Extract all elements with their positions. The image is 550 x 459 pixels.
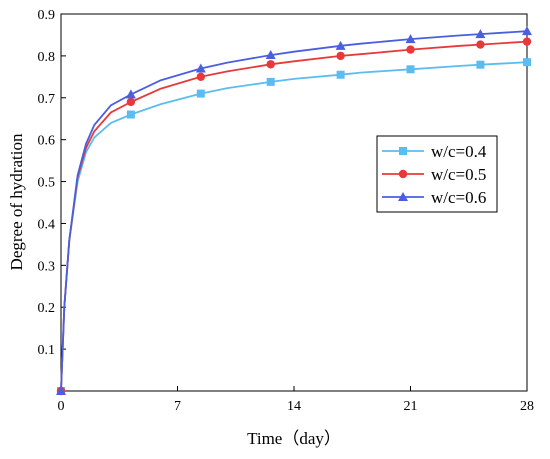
x-tick-label: 14: [287, 399, 301, 414]
series-3: [56, 26, 532, 395]
series-point: [56, 386, 66, 395]
series-point: [196, 72, 205, 82]
series-point: [266, 60, 275, 69]
series-point: [476, 40, 485, 49]
series-point: [266, 77, 275, 86]
y-tick-label: 0.2: [38, 301, 56, 316]
series-point: [476, 60, 485, 69]
series-point: [335, 40, 346, 50]
legend: w/c=0.4 w/c=0.5 w/c=0.6: [376, 135, 498, 213]
y-tick-label: 0.4: [38, 217, 56, 232]
y-tick-label: 0.3: [38, 259, 56, 274]
series-2: [56, 37, 532, 396]
series-point: [336, 51, 345, 61]
series-point: [265, 50, 276, 60]
x-tick-label: 7: [174, 399, 181, 414]
x-tick-label: 21: [404, 399, 418, 414]
series-point: [522, 37, 532, 46]
series-point: [406, 65, 415, 74]
tick-label-group: 0 7 14 21 28 0.1 0.2 0.3 0.4 0.5 0.6 0.7 0.8 0.9: [38, 8, 535, 414]
series-point: [475, 29, 486, 39]
y-tick-label: 0.6: [38, 134, 56, 149]
y-tick-label: 0.7: [38, 92, 56, 107]
legend-items: w/c=0.4 w/c=0.5 w/c=0.6: [382, 142, 487, 207]
series-point: [196, 89, 205, 98]
tick-group: [60, 13, 528, 391]
y-axis-label: Degree of hydration: [7, 133, 26, 270]
legend-marker: [398, 192, 408, 201]
legend-label: w/c=0.4: [431, 142, 487, 161]
x-axis-label: Time（day）: [247, 429, 341, 448]
y-tick-label: 0.9: [38, 8, 56, 23]
legend-marker: [399, 147, 407, 155]
series-1: [57, 58, 531, 395]
series-point: [126, 110, 135, 119]
y-tick-label: 0.5: [38, 176, 56, 191]
series-point: [126, 97, 136, 107]
y-tick-label: 0.1: [38, 343, 56, 358]
x-tick-label: 28: [520, 399, 534, 414]
series-point: [336, 70, 345, 79]
series-point: [406, 45, 415, 54]
series-point: [405, 34, 416, 44]
legend-marker: [398, 169, 408, 179]
x-tick-label: 0: [58, 399, 65, 414]
series-point: [125, 89, 136, 99]
legend-label: w/c=0.6: [431, 188, 486, 207]
series-group: [56, 26, 532, 396]
series-point: [523, 58, 531, 67]
y-tick-label: 0.8: [38, 50, 56, 65]
legend-label: w/c=0.5: [431, 165, 486, 184]
series-point: [522, 26, 532, 36]
series-point: [195, 63, 206, 73]
